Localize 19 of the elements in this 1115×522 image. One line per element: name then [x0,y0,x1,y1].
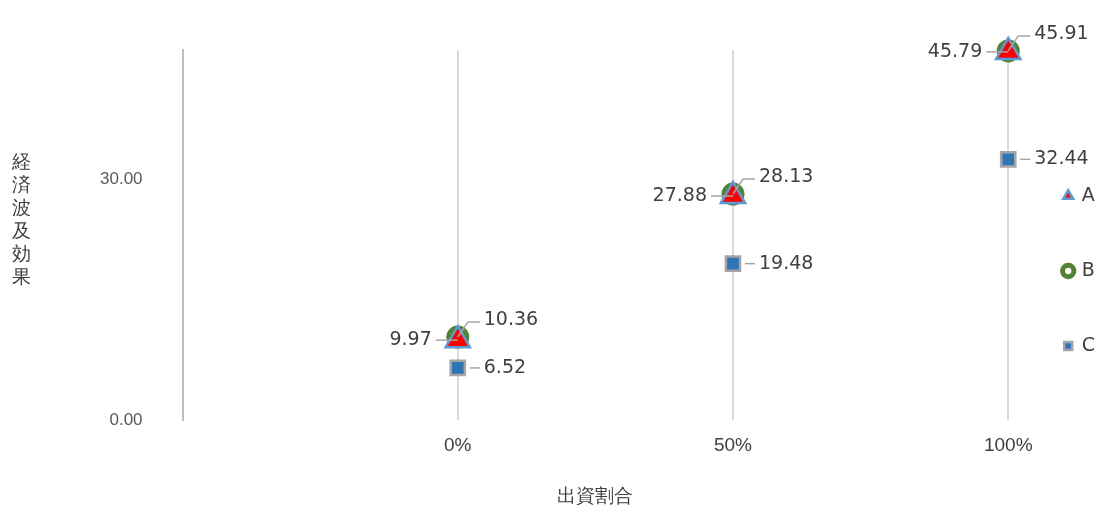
data-label: 6.52 [483,354,527,377]
data-label: 28.13 [759,163,814,186]
data-label: 9.97 [389,327,432,350]
data-label: 27.88 [652,182,707,205]
legend-label: C [1081,332,1096,355]
y-tick-label: 0.00 [109,410,143,430]
data-label: 10.36 [483,306,539,329]
x-tick-label: 50% [713,434,753,456]
y-tick-label: 30.00 [99,168,143,188]
legend-label: A [1081,182,1095,205]
data-label: 32.44 [1034,146,1089,169]
x-tick-label: 100% [983,434,1033,456]
data-label: 45.79 [927,38,983,61]
legend-label: B [1081,257,1095,280]
data-label: 45.91 [1034,20,1089,43]
y-axis-title: 経済波及効果 [12,150,31,288]
x-axis-title: 出資割合 [557,484,634,506]
x-tick-label: 0% [444,434,472,456]
data-label: 19.48 [759,250,814,273]
